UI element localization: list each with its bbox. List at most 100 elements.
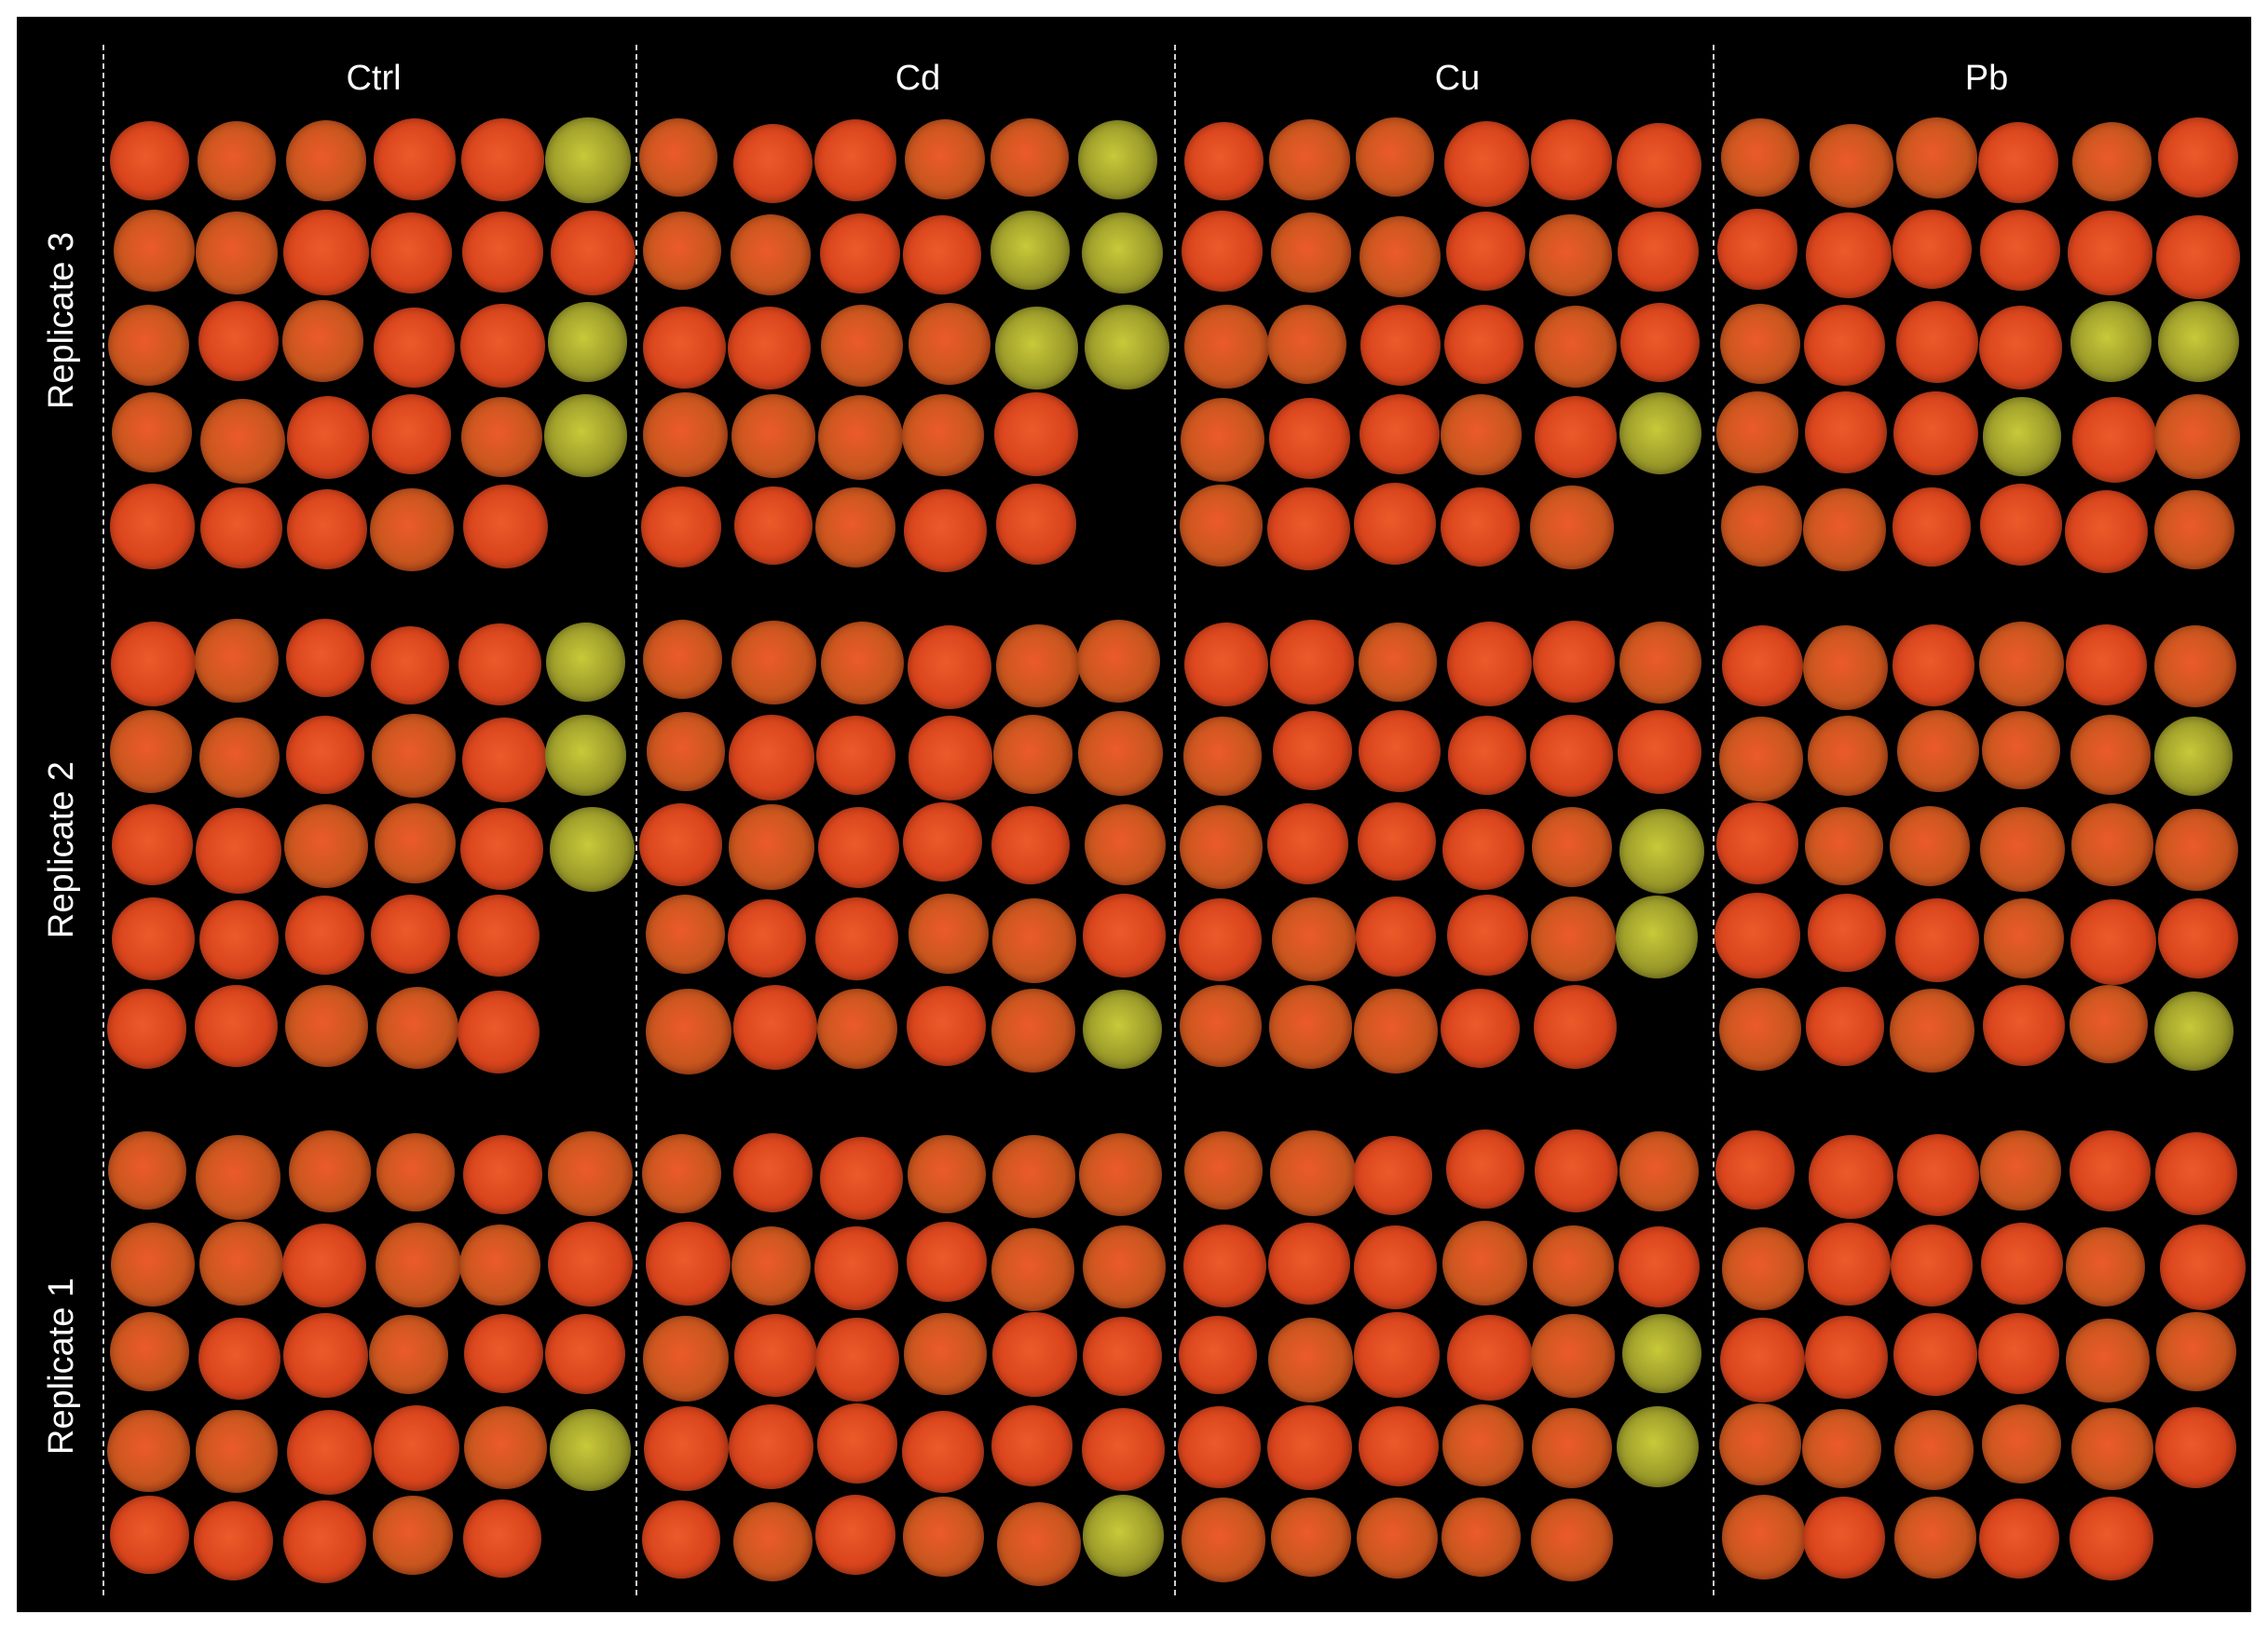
embryo bbox=[1181, 1498, 1266, 1582]
embryo bbox=[2153, 991, 2234, 1071]
embryo bbox=[2154, 624, 2236, 707]
embryo bbox=[2071, 397, 2158, 483]
embryo bbox=[1809, 123, 1893, 208]
embryo bbox=[286, 396, 370, 479]
embryo bbox=[1531, 118, 1613, 200]
embryo bbox=[2070, 300, 2152, 383]
embryo bbox=[1534, 305, 1617, 389]
embryo bbox=[1353, 1312, 1440, 1399]
embryo bbox=[1182, 1224, 1267, 1308]
embryo bbox=[376, 1222, 461, 1308]
embryo bbox=[106, 989, 187, 1069]
embryo bbox=[1179, 805, 1264, 889]
embryo bbox=[2065, 489, 2148, 573]
embryo bbox=[1535, 1129, 1618, 1212]
embryo bbox=[1530, 714, 1613, 798]
embryo bbox=[1893, 391, 1978, 476]
column-divider-3 bbox=[1174, 45, 1176, 1595]
embryo bbox=[992, 1312, 1078, 1397]
embryo bbox=[1184, 121, 1264, 201]
embryo bbox=[731, 620, 816, 705]
embryo bbox=[646, 712, 726, 791]
embryo bbox=[821, 305, 903, 388]
embryo bbox=[642, 391, 729, 478]
embryo bbox=[2154, 1132, 2238, 1215]
embryo bbox=[1533, 984, 1618, 1069]
embryo bbox=[545, 117, 631, 203]
embryo bbox=[907, 1221, 987, 1302]
embryo bbox=[991, 805, 1071, 884]
embryo bbox=[1978, 622, 2064, 707]
embryo bbox=[1353, 989, 1439, 1074]
embryo bbox=[1271, 1497, 1351, 1578]
embryo bbox=[1980, 1129, 2061, 1211]
embryo bbox=[639, 117, 718, 197]
embryo bbox=[1619, 1131, 1700, 1211]
embryo bbox=[2066, 624, 2147, 705]
embryo bbox=[904, 489, 988, 573]
embryo bbox=[1979, 1498, 2060, 1579]
embryo bbox=[646, 1221, 731, 1307]
embryo bbox=[463, 1405, 548, 1490]
embryo bbox=[640, 486, 722, 568]
embryo bbox=[1447, 1315, 1533, 1401]
embryo bbox=[1078, 711, 1163, 796]
embryo bbox=[1720, 118, 1799, 198]
embryo bbox=[1084, 803, 1166, 886]
embryo bbox=[1183, 1130, 1264, 1211]
embryo bbox=[376, 987, 458, 1070]
embryo bbox=[1719, 1318, 1805, 1403]
embryo bbox=[458, 991, 540, 1074]
embryo bbox=[286, 715, 365, 794]
embryo bbox=[1178, 897, 1263, 982]
embryo bbox=[1442, 1221, 1527, 1306]
embryo bbox=[1358, 1406, 1439, 1487]
embryo bbox=[1446, 1129, 1525, 1209]
embryo bbox=[733, 1313, 817, 1397]
embryo bbox=[1083, 1316, 1163, 1396]
embryo bbox=[1447, 622, 1532, 706]
embryo bbox=[198, 1317, 281, 1401]
embryo bbox=[1977, 122, 2059, 203]
embryo bbox=[1180, 484, 1263, 568]
embryo bbox=[902, 1410, 985, 1493]
embryo bbox=[1082, 989, 1162, 1069]
embryo bbox=[283, 1313, 368, 1399]
embryo bbox=[1979, 209, 2061, 291]
embryo bbox=[815, 487, 896, 568]
embryo bbox=[732, 123, 813, 203]
embryo bbox=[109, 710, 193, 793]
embryo bbox=[1266, 486, 1350, 570]
embryo bbox=[1719, 303, 1800, 384]
embryo bbox=[551, 210, 636, 295]
embryo bbox=[729, 804, 814, 890]
embryo bbox=[2155, 808, 2239, 892]
embryo bbox=[1896, 1134, 1979, 1216]
embryo bbox=[1267, 1405, 1353, 1491]
embryo bbox=[1266, 802, 1348, 884]
embryo bbox=[1355, 117, 1435, 197]
embryo bbox=[1269, 985, 1353, 1069]
embryo bbox=[463, 1135, 543, 1215]
embryo bbox=[1803, 488, 1886, 571]
embryo bbox=[902, 393, 985, 476]
embryo bbox=[1804, 806, 1883, 885]
embryo bbox=[2065, 1319, 2150, 1403]
embryo bbox=[1802, 1408, 1882, 1488]
embryo bbox=[1715, 802, 1798, 885]
embryo bbox=[2070, 1496, 2154, 1581]
embryo bbox=[1981, 1223, 2064, 1306]
embryo bbox=[462, 717, 548, 802]
embryo bbox=[1715, 1130, 1796, 1211]
embryo bbox=[1980, 483, 2063, 566]
embryo bbox=[1619, 622, 1701, 705]
embryo bbox=[991, 1227, 1075, 1312]
embryo bbox=[2068, 211, 2152, 296]
embryo bbox=[1359, 304, 1441, 386]
embryo bbox=[1082, 1495, 1165, 1578]
embryo bbox=[1182, 717, 1263, 796]
embryo bbox=[195, 984, 278, 1068]
embryo bbox=[1530, 896, 1616, 982]
embryo bbox=[1082, 1407, 1166, 1492]
embryo bbox=[1531, 1314, 1615, 1398]
